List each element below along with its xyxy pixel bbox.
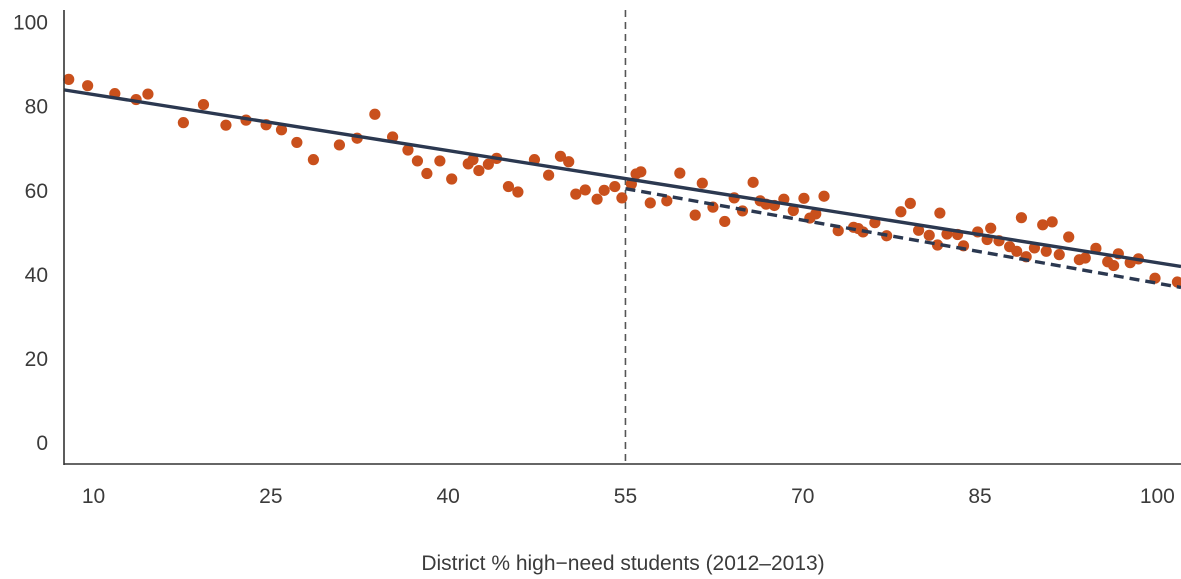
data-point bbox=[904, 197, 916, 209]
data-point bbox=[1079, 252, 1091, 264]
data-point bbox=[1037, 219, 1049, 231]
data-point bbox=[1171, 276, 1181, 288]
y-tick-label: 20 bbox=[25, 348, 48, 371]
data-point bbox=[747, 176, 759, 188]
axes bbox=[63, 10, 1181, 465]
data-point bbox=[402, 144, 414, 156]
data-points bbox=[63, 73, 1181, 288]
y-tick-label: 80 bbox=[25, 96, 48, 119]
data-point bbox=[985, 222, 997, 234]
data-point bbox=[912, 224, 925, 236]
y-tick-label: 0 bbox=[36, 432, 48, 455]
x-tick-label: 70 bbox=[791, 485, 814, 508]
data-point bbox=[369, 108, 381, 120]
data-point bbox=[446, 173, 458, 185]
x-tick-label: 100 bbox=[1140, 485, 1175, 508]
solid-trend-line bbox=[63, 88, 1181, 269]
data-point bbox=[934, 207, 946, 219]
data-point bbox=[832, 225, 844, 237]
data-point bbox=[197, 98, 210, 111]
data-point bbox=[674, 167, 686, 179]
dashed-trend-line bbox=[625, 186, 1181, 290]
x-tick-label: 25 bbox=[259, 485, 282, 508]
data-point bbox=[818, 190, 830, 202]
x-tick-labels: 10 25 40 55 70 85 100 bbox=[82, 485, 1175, 508]
data-point bbox=[570, 188, 582, 200]
data-point bbox=[434, 155, 446, 167]
data-point bbox=[543, 169, 555, 181]
data-point bbox=[598, 184, 610, 196]
x-tick-label: 55 bbox=[614, 485, 637, 508]
data-point bbox=[579, 184, 591, 196]
data-point bbox=[512, 186, 524, 198]
data-point bbox=[275, 124, 288, 136]
data-point bbox=[291, 136, 303, 149]
data-point bbox=[644, 197, 656, 209]
data-point bbox=[895, 206, 907, 218]
x-tick-label: 40 bbox=[436, 485, 459, 508]
data-point bbox=[719, 215, 731, 228]
y-tick-label: 40 bbox=[25, 264, 48, 287]
data-point bbox=[563, 156, 575, 168]
data-point bbox=[1015, 212, 1028, 224]
data-point bbox=[1053, 249, 1065, 261]
y-tick-labels: 0 20 40 60 80 100 bbox=[13, 12, 48, 455]
data-point bbox=[616, 192, 628, 204]
data-point bbox=[923, 229, 935, 241]
x-tick-label: 10 bbox=[82, 485, 105, 508]
data-point bbox=[82, 80, 94, 92]
data-point bbox=[142, 88, 154, 100]
data-point bbox=[1046, 216, 1058, 228]
data-point bbox=[689, 209, 701, 221]
data-point bbox=[177, 117, 189, 129]
data-point bbox=[1063, 231, 1075, 243]
data-point bbox=[502, 180, 515, 193]
data-point bbox=[482, 158, 494, 170]
data-point bbox=[63, 73, 75, 85]
data-point bbox=[554, 150, 567, 162]
x-tick-label: 85 bbox=[968, 485, 991, 508]
data-point bbox=[421, 167, 433, 180]
data-point bbox=[787, 204, 799, 217]
data-point bbox=[411, 155, 424, 167]
data-point bbox=[609, 180, 621, 193]
trend-lines bbox=[63, 88, 1181, 290]
data-point bbox=[635, 166, 647, 178]
data-point bbox=[696, 177, 708, 189]
data-point bbox=[1040, 245, 1052, 257]
data-point bbox=[467, 154, 479, 166]
data-point bbox=[591, 193, 603, 205]
x-axis-label: District % high−need students (2012–2013… bbox=[421, 552, 824, 575]
y-tick-label: 100 bbox=[13, 12, 48, 35]
data-point bbox=[333, 139, 346, 151]
y-tick-label: 60 bbox=[25, 180, 48, 203]
data-point bbox=[307, 154, 320, 166]
data-point bbox=[1108, 259, 1120, 272]
data-point bbox=[810, 208, 822, 220]
data-point bbox=[661, 195, 673, 207]
data-point bbox=[220, 119, 232, 131]
data-point bbox=[473, 164, 485, 177]
data-point bbox=[1011, 245, 1023, 257]
data-point bbox=[798, 192, 810, 204]
